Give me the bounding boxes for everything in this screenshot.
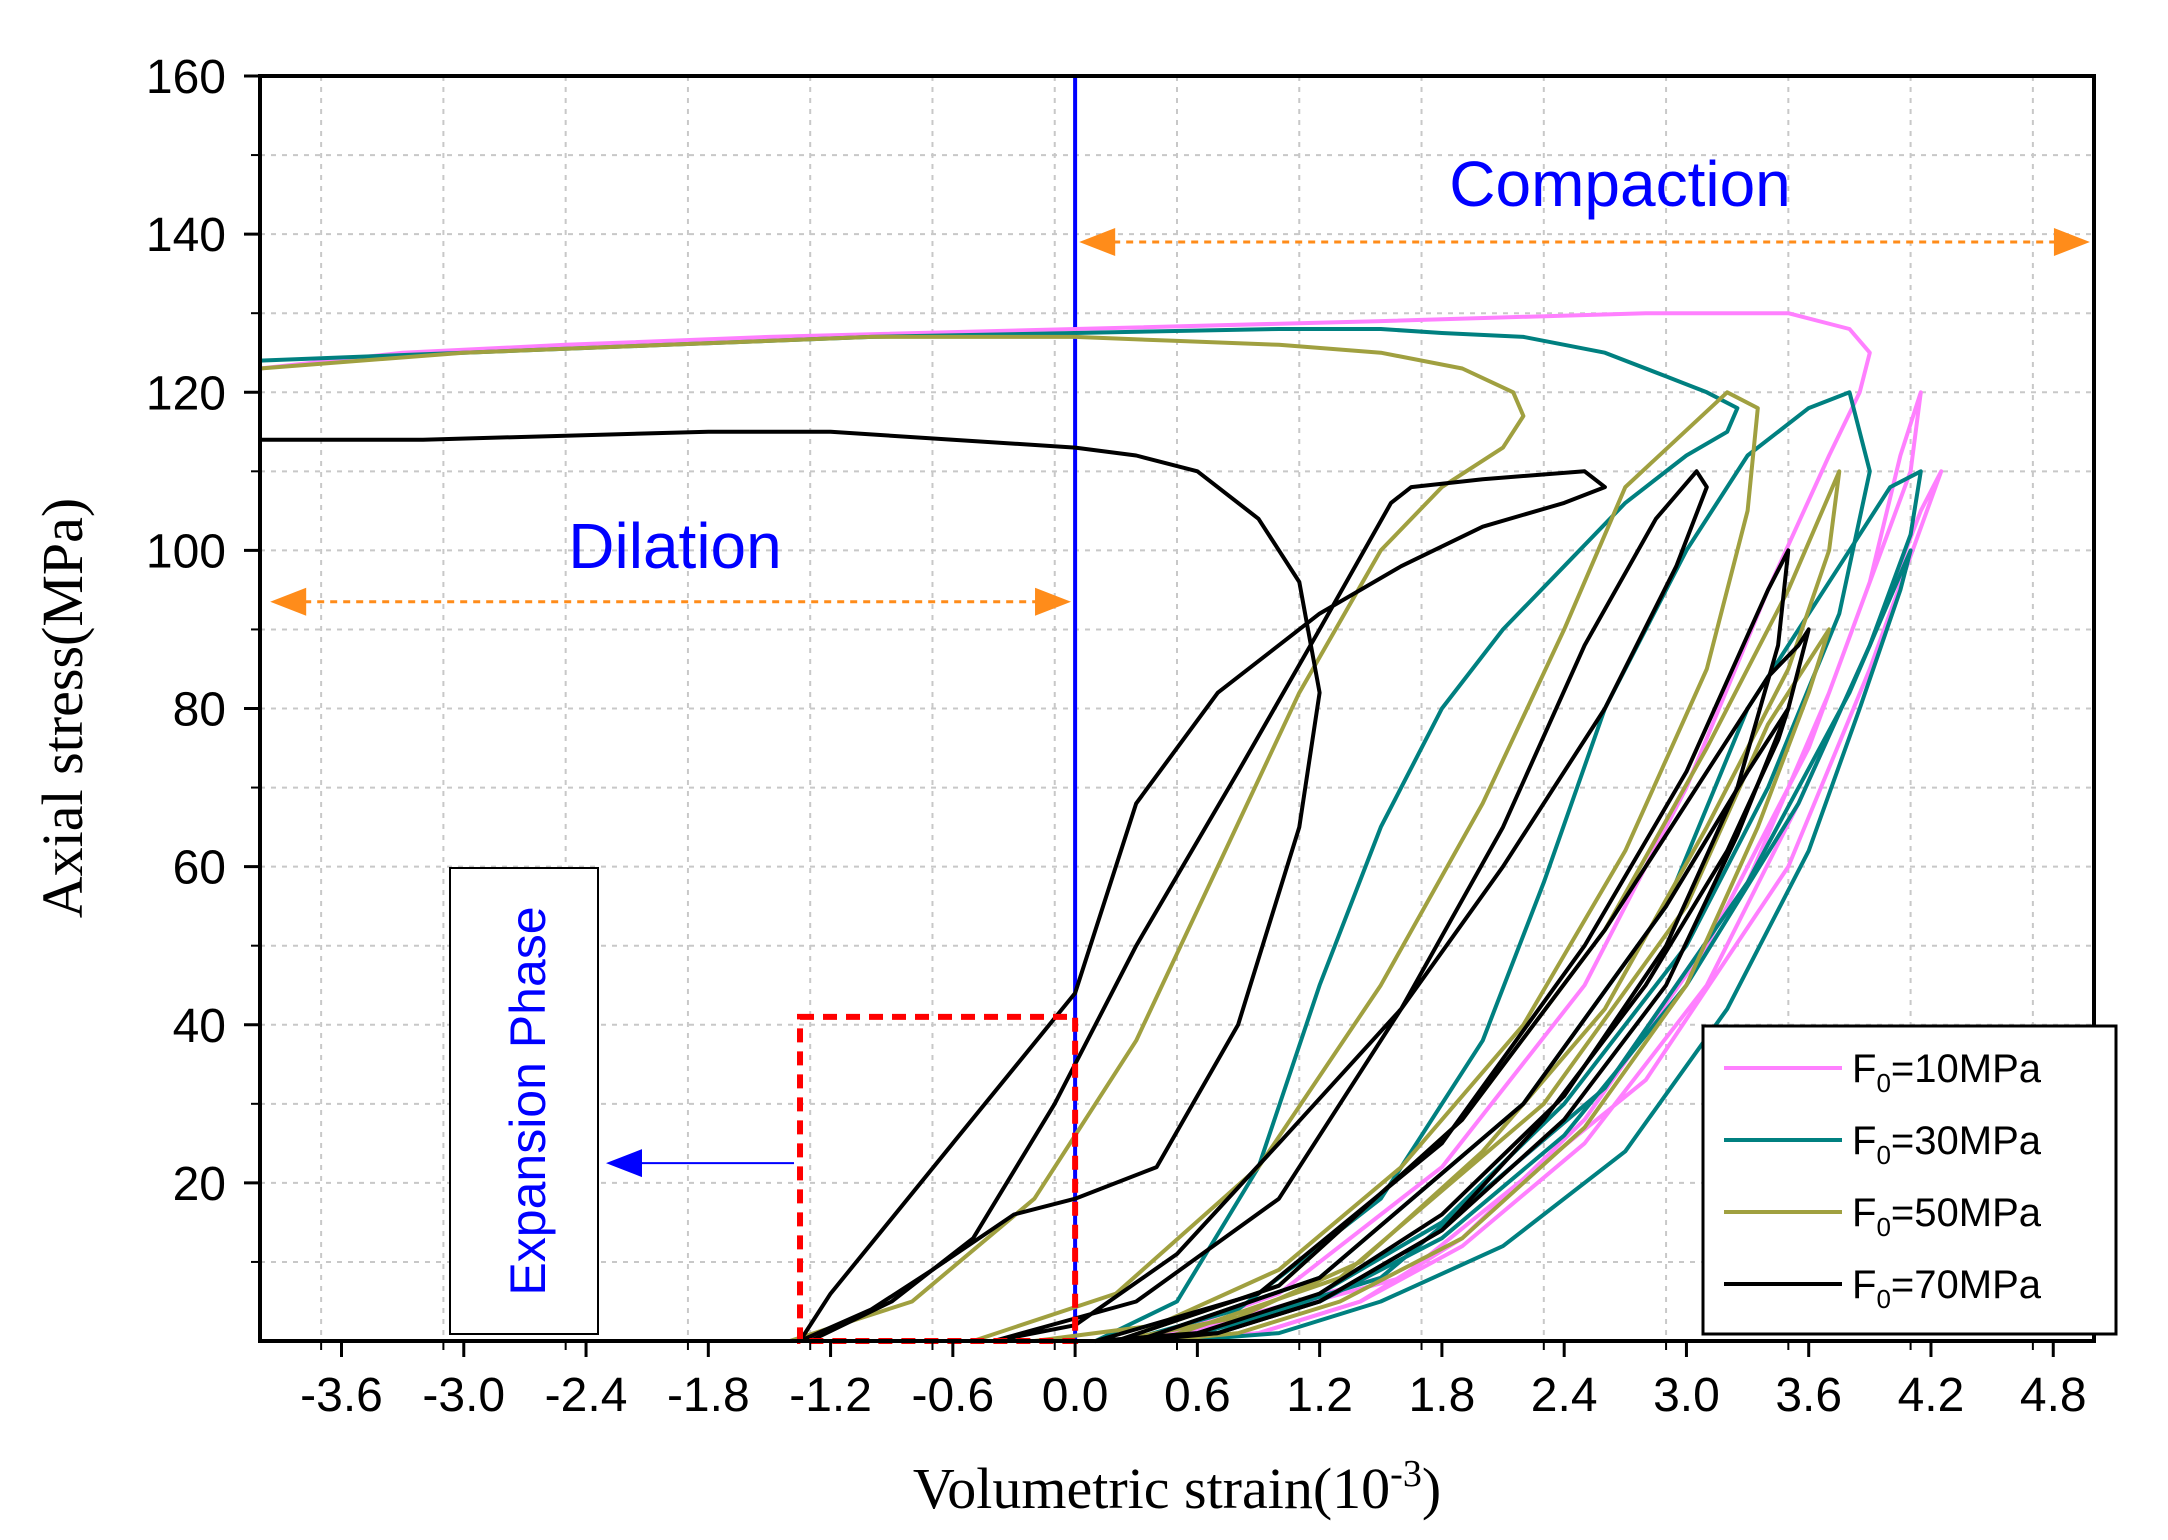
dilation-arrow-head-right bbox=[1035, 587, 1072, 616]
x-axis-title: Volumetric strain(10-3) bbox=[913, 1453, 1441, 1521]
series-line bbox=[258, 311, 1872, 1343]
x-tick-label: 4.8 bbox=[2020, 1369, 2087, 1422]
x-tick-label: 2.4 bbox=[1531, 1369, 1598, 1422]
x-tick-label: -2.4 bbox=[545, 1369, 628, 1422]
series-line bbox=[1175, 548, 1913, 1343]
y-tick-label: 80 bbox=[173, 684, 226, 737]
y-tick-label: 140 bbox=[146, 209, 226, 262]
y-tick-label: 160 bbox=[146, 51, 226, 104]
compaction-arrow-head-left bbox=[1079, 228, 1116, 257]
expansion-region-box bbox=[797, 1013, 1079, 1344]
legend-label: F0=30MPa bbox=[1852, 1119, 2042, 1170]
y-tick-label: 20 bbox=[173, 1158, 226, 1211]
series-line bbox=[1154, 627, 1832, 1343]
legend-label: F0=70MPa bbox=[1852, 1263, 2042, 1314]
x-tick-label: 1.8 bbox=[1409, 1369, 1476, 1422]
expansion-phase-box bbox=[449, 867, 599, 1335]
x-tick-label: 0.6 bbox=[1164, 1369, 1231, 1422]
x-tick-label: -3.0 bbox=[422, 1369, 505, 1422]
x-tick-label: 1.2 bbox=[1286, 1369, 1353, 1422]
grid bbox=[260, 76, 2094, 1341]
series-line bbox=[991, 469, 1709, 1343]
series-line bbox=[798, 469, 1607, 1343]
series-3 bbox=[258, 334, 1842, 1343]
dilation-arrow-head-left bbox=[270, 587, 307, 616]
x-tick-label: 4.2 bbox=[1898, 1369, 1965, 1422]
y-tick-label: 60 bbox=[173, 842, 226, 895]
axis-ticks: -3.6 -3.0 -2.4 -1.8 -1.2 -0.6 0.0 0.6 1.2 1.8 2.4 3… bbox=[146, 51, 2087, 1422]
x-tick-label: -1.8 bbox=[667, 1369, 750, 1422]
series-line bbox=[258, 429, 1322, 1343]
series-line bbox=[258, 334, 1526, 1343]
compaction-label: Compaction bbox=[1449, 148, 1791, 220]
x-tick-label: -1.2 bbox=[789, 1369, 872, 1422]
series-line bbox=[258, 327, 1740, 1343]
y-axis-title: Axial stress(MPa) bbox=[30, 498, 95, 918]
series-line bbox=[1124, 390, 1872, 1343]
compaction-arrow-head-right bbox=[2053, 228, 2090, 257]
legend-label: F0=50MPa bbox=[1852, 1191, 2042, 1242]
legend: F0=10MPa F0=30MPa F0=50MPa F0=70MPa bbox=[1701, 1024, 2118, 1336]
y-tick-label: 40 bbox=[173, 1000, 226, 1053]
dilation-label: Dilation bbox=[568, 510, 781, 582]
x-tick-label: -0.6 bbox=[911, 1369, 994, 1422]
series-4 bbox=[258, 429, 1811, 1343]
series-layer bbox=[258, 311, 1944, 1343]
expansion-phase-label: Expansion Phase bbox=[500, 906, 556, 1295]
series-line bbox=[1113, 627, 1811, 1343]
series-line bbox=[971, 390, 1760, 1343]
y-tick-label: 100 bbox=[146, 525, 226, 578]
x-tick-label: 3.6 bbox=[1775, 1369, 1842, 1422]
y-tick-label: 120 bbox=[146, 367, 226, 420]
x-tick-label: 3.0 bbox=[1653, 1369, 1720, 1422]
legend-label: F0=10MPa bbox=[1852, 1047, 2042, 1098]
x-tick-label: 0.0 bbox=[1042, 1369, 1109, 1422]
series-2 bbox=[258, 327, 1923, 1343]
x-tick-label: -3.6 bbox=[300, 1369, 383, 1422]
expansion-arrow-head bbox=[606, 1149, 642, 1178]
series-line bbox=[1093, 548, 1791, 1343]
